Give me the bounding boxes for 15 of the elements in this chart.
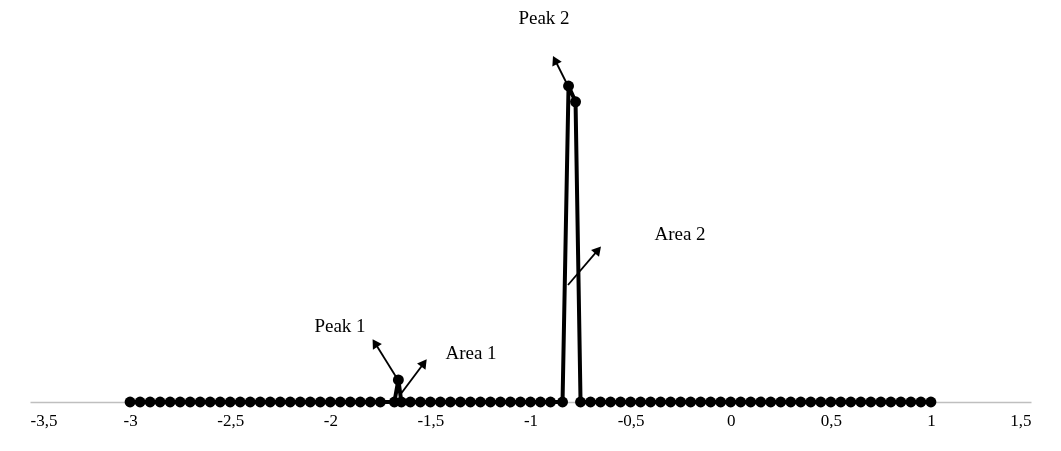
annotation: Peak 1 [314,315,366,336]
x-tick-label: -2 [323,410,338,430]
x-tick-label: -1 [523,410,539,430]
text: Peak 2 [518,7,570,28]
x-tick-label: -3,5 [30,410,58,430]
x-tick-label: -2,5 [217,410,245,430]
x-tick-label: -1,5 [417,410,445,430]
x-tick-label: 0,5 [820,410,842,430]
annotation: Area 2 [654,223,706,244]
x-tick-label: 0 [726,410,736,430]
annotation: Area 1 [445,342,497,363]
x-tick-label: 1 [927,410,936,430]
x-tick-label: -3 [123,410,138,430]
x-tick-label: 1,5 [1010,410,1032,430]
x-tick-label: -0,5 [617,410,645,430]
